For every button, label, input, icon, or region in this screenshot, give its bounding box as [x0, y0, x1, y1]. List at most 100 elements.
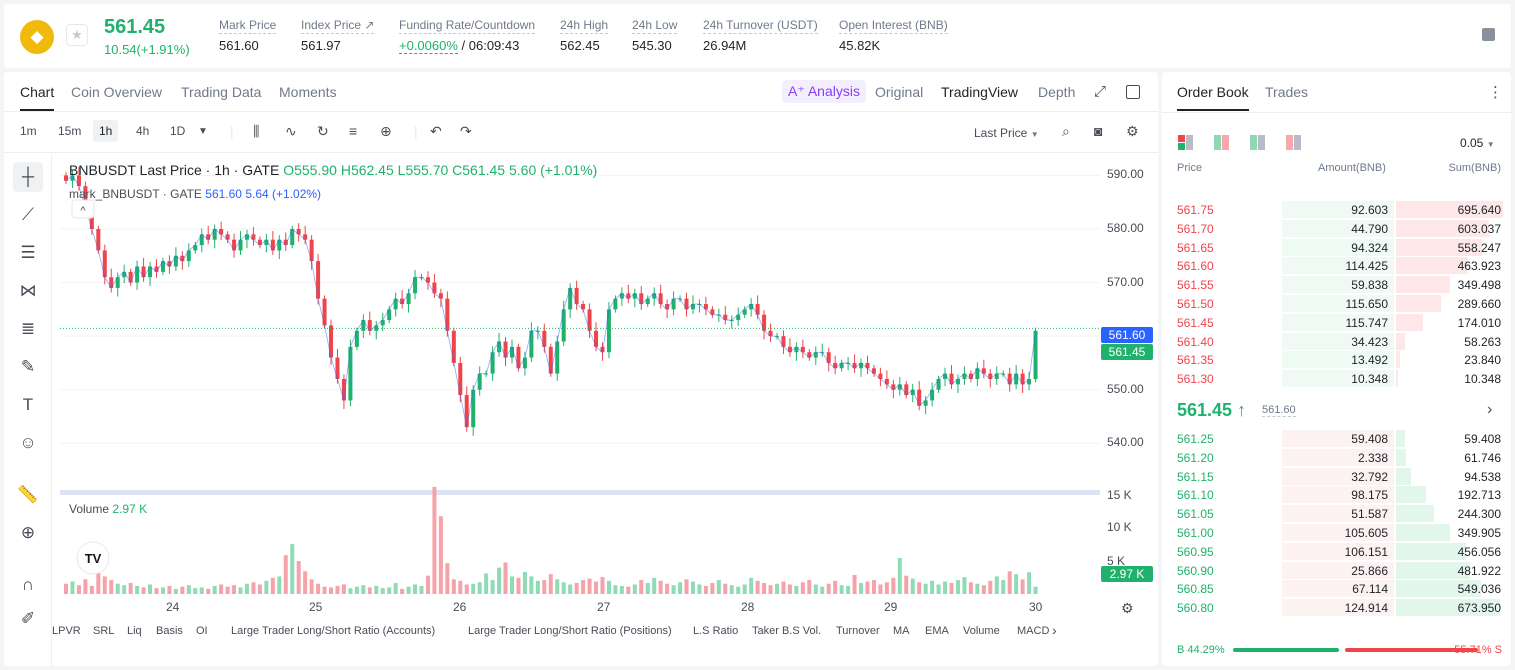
- indicator-lpvr[interactable]: LPVR: [52, 625, 81, 637]
- window-icon[interactable]: [1126, 85, 1140, 99]
- indicator-taker-b-s-vol-[interactable]: Taker B.S Vol.: [752, 625, 822, 637]
- tab-trades[interactable]: Trades: [1265, 84, 1309, 100]
- chart-settings-icon[interactable]: ⚙: [1121, 600, 1134, 616]
- bid-row[interactable]: 561.20 2.338 61.746: [1162, 448, 1511, 467]
- ask-row[interactable]: 561.35 13.492 23.840: [1162, 350, 1511, 369]
- indicator-srl[interactable]: SRL: [93, 625, 115, 637]
- indicator-liq[interactable]: Liq: [127, 625, 142, 637]
- view-depth[interactable]: Depth: [1038, 84, 1076, 100]
- ai-analysis-button[interactable]: A⁺ Analysis: [782, 80, 866, 103]
- brush-icon[interactable]: ✎: [20, 357, 36, 376]
- interval-1h[interactable]: 1h: [93, 120, 119, 142]
- volume-bar: [962, 577, 967, 594]
- price-type-select[interactable]: Last Price ▼: [974, 126, 1039, 140]
- refresh-icon[interactable]: ↻: [317, 123, 329, 139]
- interval-15m[interactable]: 15m: [58, 124, 82, 138]
- row-amount: 25.866: [1351, 563, 1388, 578]
- stat-index-price[interactable]: Index Price ↗ 561.97: [301, 18, 375, 53]
- interval-1m[interactable]: 1m: [20, 124, 37, 138]
- candle: [122, 264, 127, 284]
- indicator-volume[interactable]: Volume: [963, 625, 1000, 637]
- expand-icon[interactable]: ⤢: [1094, 83, 1107, 100]
- ask-row[interactable]: 561.55 59.838 349.498: [1162, 275, 1511, 294]
- tab-chart[interactable]: Chart: [20, 84, 55, 111]
- indicator-macd[interactable]: MACD: [1017, 625, 1050, 637]
- bid-row[interactable]: 560.85 67.114 549.036: [1162, 579, 1511, 598]
- row-amount: 106.151: [1344, 544, 1388, 559]
- camera-icon[interactable]: ◙: [1094, 123, 1103, 139]
- collapse-legend-button[interactable]: [71, 199, 95, 219]
- text-icon[interactable]: T: [22, 395, 34, 414]
- emoji-icon[interactable]: ☺: [19, 433, 37, 452]
- row-price: 560.85: [1177, 582, 1214, 597]
- candle: [833, 355, 838, 375]
- tick-size-select[interactable]: 0.05 ▼: [1460, 136, 1495, 150]
- search-icon[interactable]: ⌕: [1062, 123, 1070, 139]
- view-split-icon[interactable]: [1214, 135, 1230, 150]
- undo-icon[interactable]: ↶: [430, 123, 442, 139]
- view-asks-icon[interactable]: [1286, 135, 1302, 150]
- candles-icon[interactable]: ⫼: [253, 123, 260, 139]
- indicator-ma[interactable]: MA: [893, 625, 910, 637]
- bid-row[interactable]: 561.25 59.408 59.408: [1162, 429, 1511, 448]
- magnet-icon[interactable]: ∩: [21, 575, 35, 594]
- ruler-icon[interactable]: 📏: [17, 485, 39, 504]
- view-original[interactable]: Original: [875, 84, 924, 100]
- row-amount: 34.423: [1351, 334, 1388, 349]
- horizontal-lines-icon[interactable]: ☰: [20, 243, 36, 262]
- indicator-oi[interactable]: OI: [196, 625, 208, 637]
- volume-bar: [367, 587, 372, 594]
- fib-icon[interactable]: ≣: [20, 319, 36, 338]
- scroll-right-icon[interactable]: ›: [1052, 622, 1057, 638]
- template-icon[interactable]: ≡: [349, 123, 358, 139]
- indicator-large-trader-long-short-ratio-accounts-[interactable]: Large Trader Long/Short Ratio (Accounts): [231, 625, 436, 637]
- interval-1d[interactable]: 1D: [170, 124, 186, 138]
- settings-gear-icon[interactable]: ⚙: [1126, 123, 1139, 139]
- chevron-up-icon[interactable]: ^: [80, 205, 86, 217]
- indicator-turnover[interactable]: Turnover: [836, 625, 880, 637]
- bid-row[interactable]: 561.00 105.605 349.905: [1162, 523, 1511, 542]
- crosshair-icon[interactable]: ┼: [13, 162, 43, 192]
- indicators-icon[interactable]: ∿: [285, 123, 297, 139]
- add-icon[interactable]: ⊕: [380, 123, 392, 139]
- pattern-icon[interactable]: ⋈: [19, 281, 37, 300]
- bid-row[interactable]: 561.15 32.792 94.538: [1162, 467, 1511, 486]
- view-bids-icon[interactable]: [1250, 135, 1266, 150]
- tab-moments[interactable]: Moments: [279, 84, 337, 100]
- bid-row[interactable]: 560.95 106.151 456.056: [1162, 542, 1511, 561]
- bid-row[interactable]: 561.05 51.587 244.300: [1162, 504, 1511, 523]
- tab-order-book[interactable]: Order Book: [1177, 84, 1249, 111]
- zoom-in-icon[interactable]: ⊕: [20, 523, 36, 542]
- mark-legend: mark_BNBUSDT · GATE 561.60 5.64 (+1.02%): [69, 187, 322, 201]
- ask-row[interactable]: 561.75 92.603 695.640: [1162, 200, 1511, 219]
- tab-trading-data[interactable]: Trading Data: [181, 84, 262, 100]
- indicator-l-s-ratio[interactable]: L.S Ratio: [693, 625, 739, 637]
- redo-icon[interactable]: ↷: [460, 123, 472, 139]
- interval-4h[interactable]: 4h: [136, 124, 150, 138]
- ask-row[interactable]: 561.45 115.747 174.010: [1162, 313, 1511, 332]
- indicator-ema[interactable]: EMA: [925, 625, 949, 637]
- chevron-down-icon[interactable]: ▼: [198, 126, 208, 137]
- depth-bar: [1396, 486, 1426, 504]
- favorite-star-icon[interactable]: ★: [66, 24, 88, 46]
- view-both-icon[interactable]: [1178, 135, 1194, 150]
- ask-row[interactable]: 561.70 44.790 603.037: [1162, 219, 1511, 238]
- lock-drawing-icon[interactable]: ✐: [20, 609, 36, 628]
- tab-coin-overview[interactable]: Coin Overview: [71, 84, 163, 100]
- indicator-basis[interactable]: Basis: [156, 625, 183, 637]
- ask-row[interactable]: 561.60 114.425 463.923: [1162, 256, 1511, 275]
- ask-row[interactable]: 561.40 34.423 58.263: [1162, 332, 1511, 351]
- trendline-icon[interactable]: ⟋: [22, 205, 34, 224]
- more-menu-icon[interactable]: ⋮: [1488, 84, 1503, 101]
- bid-row[interactable]: 560.80 124.914 673.950: [1162, 598, 1511, 617]
- chevron-right-icon[interactable]: ›: [1487, 401, 1493, 418]
- ask-row[interactable]: 561.50 115.650 289.660: [1162, 294, 1511, 313]
- ask-row[interactable]: 561.65 94.324 558.247: [1162, 238, 1511, 257]
- book-icon[interactable]: [1482, 28, 1495, 41]
- view-tradingview[interactable]: TradingView: [941, 84, 1019, 100]
- price-chart[interactable]: ^ TV: [60, 154, 1100, 604]
- indicator-large-trader-long-short-ratio-positions-[interactable]: Large Trader Long/Short Ratio (Positions…: [468, 625, 672, 637]
- bid-row[interactable]: 561.10 98.175 192.713: [1162, 485, 1511, 504]
- ask-row[interactable]: 561.30 10.348 10.348: [1162, 369, 1511, 388]
- bid-row[interactable]: 560.90 25.866 481.922: [1162, 561, 1511, 580]
